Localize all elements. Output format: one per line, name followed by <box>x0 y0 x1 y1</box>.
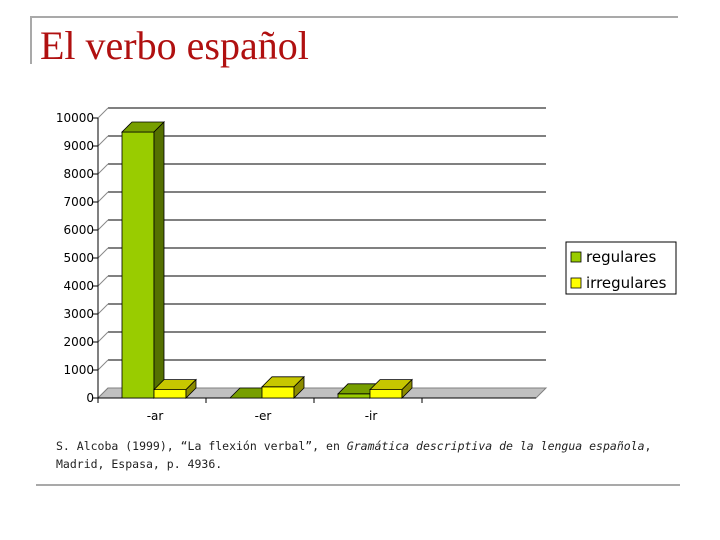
gridline-depth <box>97 331 109 343</box>
y-tick-label: 6000 <box>63 223 94 237</box>
gridline-depth <box>97 163 109 175</box>
citation-text: S. Alcoba (1999), “La flexión verbal”, e… <box>56 439 347 453</box>
bar-front <box>261 386 295 399</box>
bar-side <box>401 378 413 399</box>
citation-publisher: , Madrid, Espasa, p. 4936. <box>56 439 652 471</box>
bottom-rule <box>36 484 680 486</box>
bar <box>369 378 413 399</box>
left-rule <box>30 16 32 64</box>
bar <box>121 121 165 399</box>
gridline-depth <box>97 191 109 203</box>
bar-front <box>369 389 403 399</box>
y-tick-label: 1000 <box>63 363 94 377</box>
y-tick-label: 8000 <box>63 167 94 181</box>
y-tick-label: 9000 <box>63 139 94 153</box>
y-tick-label: 0 <box>86 391 94 405</box>
citation: S. Alcoba (1999), “La flexión verbal”, e… <box>56 437 656 473</box>
legend-label: irregulares <box>586 274 667 292</box>
y-tick-labels: 0 1000 2000 3000 4000 5000 6000 7000 8000 9000 100… <box>56 111 94 405</box>
gridline-depth <box>97 303 109 315</box>
top-rule <box>30 16 678 18</box>
bar-front <box>337 393 371 399</box>
gridline-depth <box>97 275 109 287</box>
chart-gridlines <box>97 107 546 399</box>
chart-bars <box>121 121 413 399</box>
y-tick-label: 5000 <box>63 251 94 265</box>
bar-side <box>185 378 197 399</box>
y-tick-label: 2000 <box>63 335 94 349</box>
bar-side <box>293 375 305 399</box>
legend-swatch <box>570 251 582 263</box>
x-tick-labels: -ar -er -ir <box>147 409 378 423</box>
gridline-depth <box>97 135 109 147</box>
y-tick-label: 7000 <box>63 195 94 209</box>
x-tick-label: -ar <box>147 409 164 423</box>
citation-book-title: Gramática descriptiva de la lengua españ… <box>346 439 645 453</box>
legend-swatch <box>570 277 582 289</box>
gridline-depth <box>97 219 109 231</box>
legend-label: regulares <box>586 248 657 266</box>
bar <box>153 378 197 399</box>
bar-side <box>153 121 165 399</box>
x-tick-label: -er <box>255 409 272 423</box>
bar-front <box>121 131 155 399</box>
gridline-depth <box>97 107 109 119</box>
gridline-depth <box>97 359 109 371</box>
x-tick-label: -ir <box>365 409 378 423</box>
chart-legend: regulares irregulares <box>565 241 677 295</box>
y-tick-label: 10000 <box>56 111 94 125</box>
gridline-depth <box>97 247 109 259</box>
y-tick-label: 3000 <box>63 307 94 321</box>
bar <box>261 375 305 399</box>
slide-title: El verbo español <box>40 23 309 68</box>
legend-box <box>565 241 677 295</box>
y-tick-label: 4000 <box>63 279 94 293</box>
bar-front <box>153 389 187 399</box>
